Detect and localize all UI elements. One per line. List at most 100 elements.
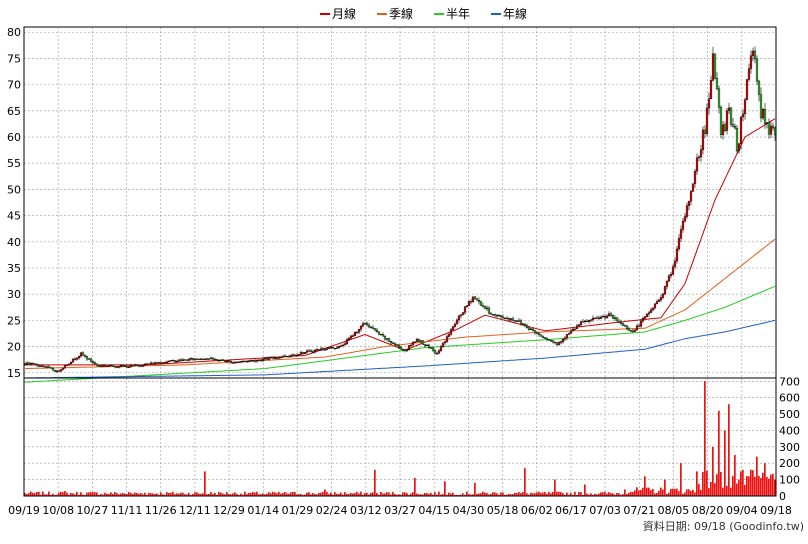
volume-bar [460,494,462,496]
volume-bar [424,492,426,496]
volume-bar [342,494,344,496]
x-tick-label: 11/26 [145,504,177,517]
candle-body [235,361,239,364]
volume-bar [322,491,324,496]
volume-bar [496,493,498,496]
candle-body [299,352,303,355]
candle-body [491,314,495,316]
volume-bar [182,492,184,496]
candle-body [547,339,551,341]
candle-body [561,339,565,343]
volume-bar [750,469,752,496]
volume-bar [366,492,368,496]
x-tick-label: 01/14 [247,504,279,517]
candle-body [29,362,33,365]
volume-bar [678,491,680,496]
volume-bar [26,493,28,496]
candle-body [47,366,51,368]
volume-bar [546,493,548,496]
volume-bar [630,491,632,496]
volume-bar [406,493,408,496]
candle-body [129,365,133,368]
candle-body [495,314,499,317]
volume-bar [320,492,322,496]
volume-bar [450,493,452,496]
candle-body [503,317,507,320]
volume-bar [184,494,186,496]
volume-bar [638,490,640,496]
volume-bar [114,492,116,496]
candle-body [137,364,141,367]
candle-body [73,358,77,360]
volume-tick-label: 200 [779,457,800,470]
candle-body [751,50,755,56]
volume-bar [386,492,388,496]
volume-bar [130,492,132,496]
candle-body [261,358,265,361]
candle-body [165,361,169,363]
volume-bar [102,494,104,496]
candle-body [267,357,271,360]
volume-bar [722,487,724,496]
volume-bar [150,493,152,496]
candle-body [679,229,683,239]
price-tick-label: 50 [7,183,21,196]
candle-body [245,360,249,363]
candle-body [565,334,569,339]
volume-bar [380,491,382,496]
candle-body [39,365,43,367]
candle-body [401,349,405,351]
candle-body [131,365,135,367]
candle-body [633,329,637,332]
candle-body [223,360,227,362]
volume-bar [304,494,306,496]
volume-bar [346,493,348,496]
candle-body [327,347,331,349]
candle-body [207,358,211,360]
candle-body [37,365,41,367]
candle-body [247,360,251,362]
volume-bar [204,471,206,496]
volume-bar [146,494,148,496]
candle-body [41,365,45,367]
candle-body [69,362,73,365]
volume-bar [548,491,550,496]
volume-bar [760,478,762,496]
volume-bar [440,494,442,496]
candle-body [303,352,307,354]
volume-bar [608,492,610,496]
volume-bar [244,491,246,496]
volume-bar [666,493,668,496]
candle-body [285,356,289,358]
candle-body [391,342,395,344]
candle-body [163,361,167,364]
candle-body [139,365,143,367]
volume-bar [122,493,124,496]
candle-body [705,107,709,134]
volume-bar [40,494,42,496]
candle-body [543,337,547,339]
candle-body [385,338,389,340]
candle-body [485,307,489,309]
volume-bar [736,483,738,496]
volume-bar [236,493,238,496]
candle-body [219,359,223,361]
candle-body [173,360,177,363]
volume-bar [680,463,682,496]
candle-body [55,370,59,372]
candle-body [179,359,183,361]
candle-body [635,325,639,331]
volume-bar [706,470,708,496]
volume-bar [280,493,282,496]
volume-bar [576,494,578,496]
volume-bar [612,493,614,496]
candle-body [393,343,397,345]
volume-bar [66,492,68,496]
volume-bar [662,489,664,496]
volume-bar [734,455,736,496]
candle-body [511,318,515,321]
candle-body [683,216,687,222]
candle-body [557,342,561,345]
volume-bar [126,493,128,496]
volume-bar [538,491,540,496]
